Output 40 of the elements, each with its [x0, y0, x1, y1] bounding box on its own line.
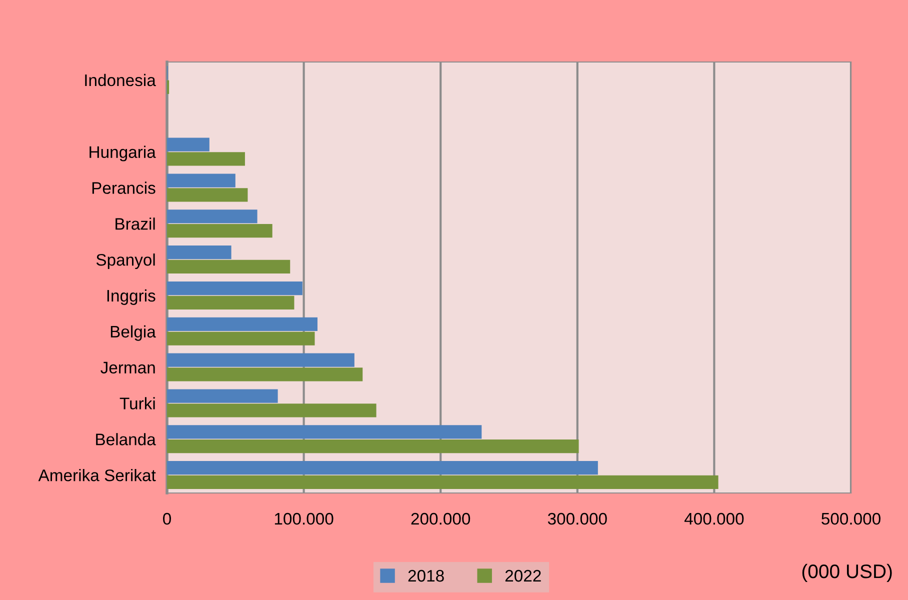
bar [167, 425, 482, 439]
bar [167, 152, 245, 166]
bar [167, 188, 248, 202]
bar [167, 353, 354, 367]
x-tick-label: 0 [163, 512, 171, 525]
bar [167, 317, 318, 332]
bar [167, 281, 302, 296]
bar [167, 475, 718, 490]
x-tick-label: 400.000 [684, 512, 744, 525]
x-tick-label: 100.000 [274, 512, 334, 525]
y-tick-label: Belanda [96, 433, 156, 446]
bar [167, 246, 232, 260]
bar [167, 461, 598, 475]
text: (000 USD) [802, 564, 892, 582]
bar [167, 224, 272, 238]
bar [167, 210, 258, 224]
bar [167, 296, 294, 310]
y-tick-label: Turki [120, 397, 155, 410]
bar [167, 368, 363, 382]
bar [167, 404, 376, 418]
bar [167, 260, 290, 274]
y-tick-label: Inggris [107, 289, 156, 305]
x-tick-label: 300.000 [548, 512, 607, 525]
y-tick-label: Indonesia [85, 74, 156, 86]
y-tick-label: Belgia [110, 325, 156, 341]
y-tick-label: Jerman [100, 362, 155, 374]
y-tick-label: Amerika Serikat [38, 469, 156, 482]
x-tick-label: 200.000 [411, 512, 470, 525]
y-tick-label: Brazil [116, 218, 155, 230]
legend-label: 2022 [505, 570, 541, 582]
y-tick-label: Perancis [92, 182, 156, 194]
y-tick-label: Hungaria [90, 146, 156, 162]
legend-label: 2018 [408, 570, 444, 582]
bar [167, 138, 210, 152]
bar [167, 332, 315, 346]
bar [167, 174, 236, 188]
bar [167, 389, 278, 403]
y-tick-label: Spanyol [96, 254, 155, 270]
x-tick-label: 500.000 [822, 512, 880, 525]
bar [167, 439, 579, 454]
